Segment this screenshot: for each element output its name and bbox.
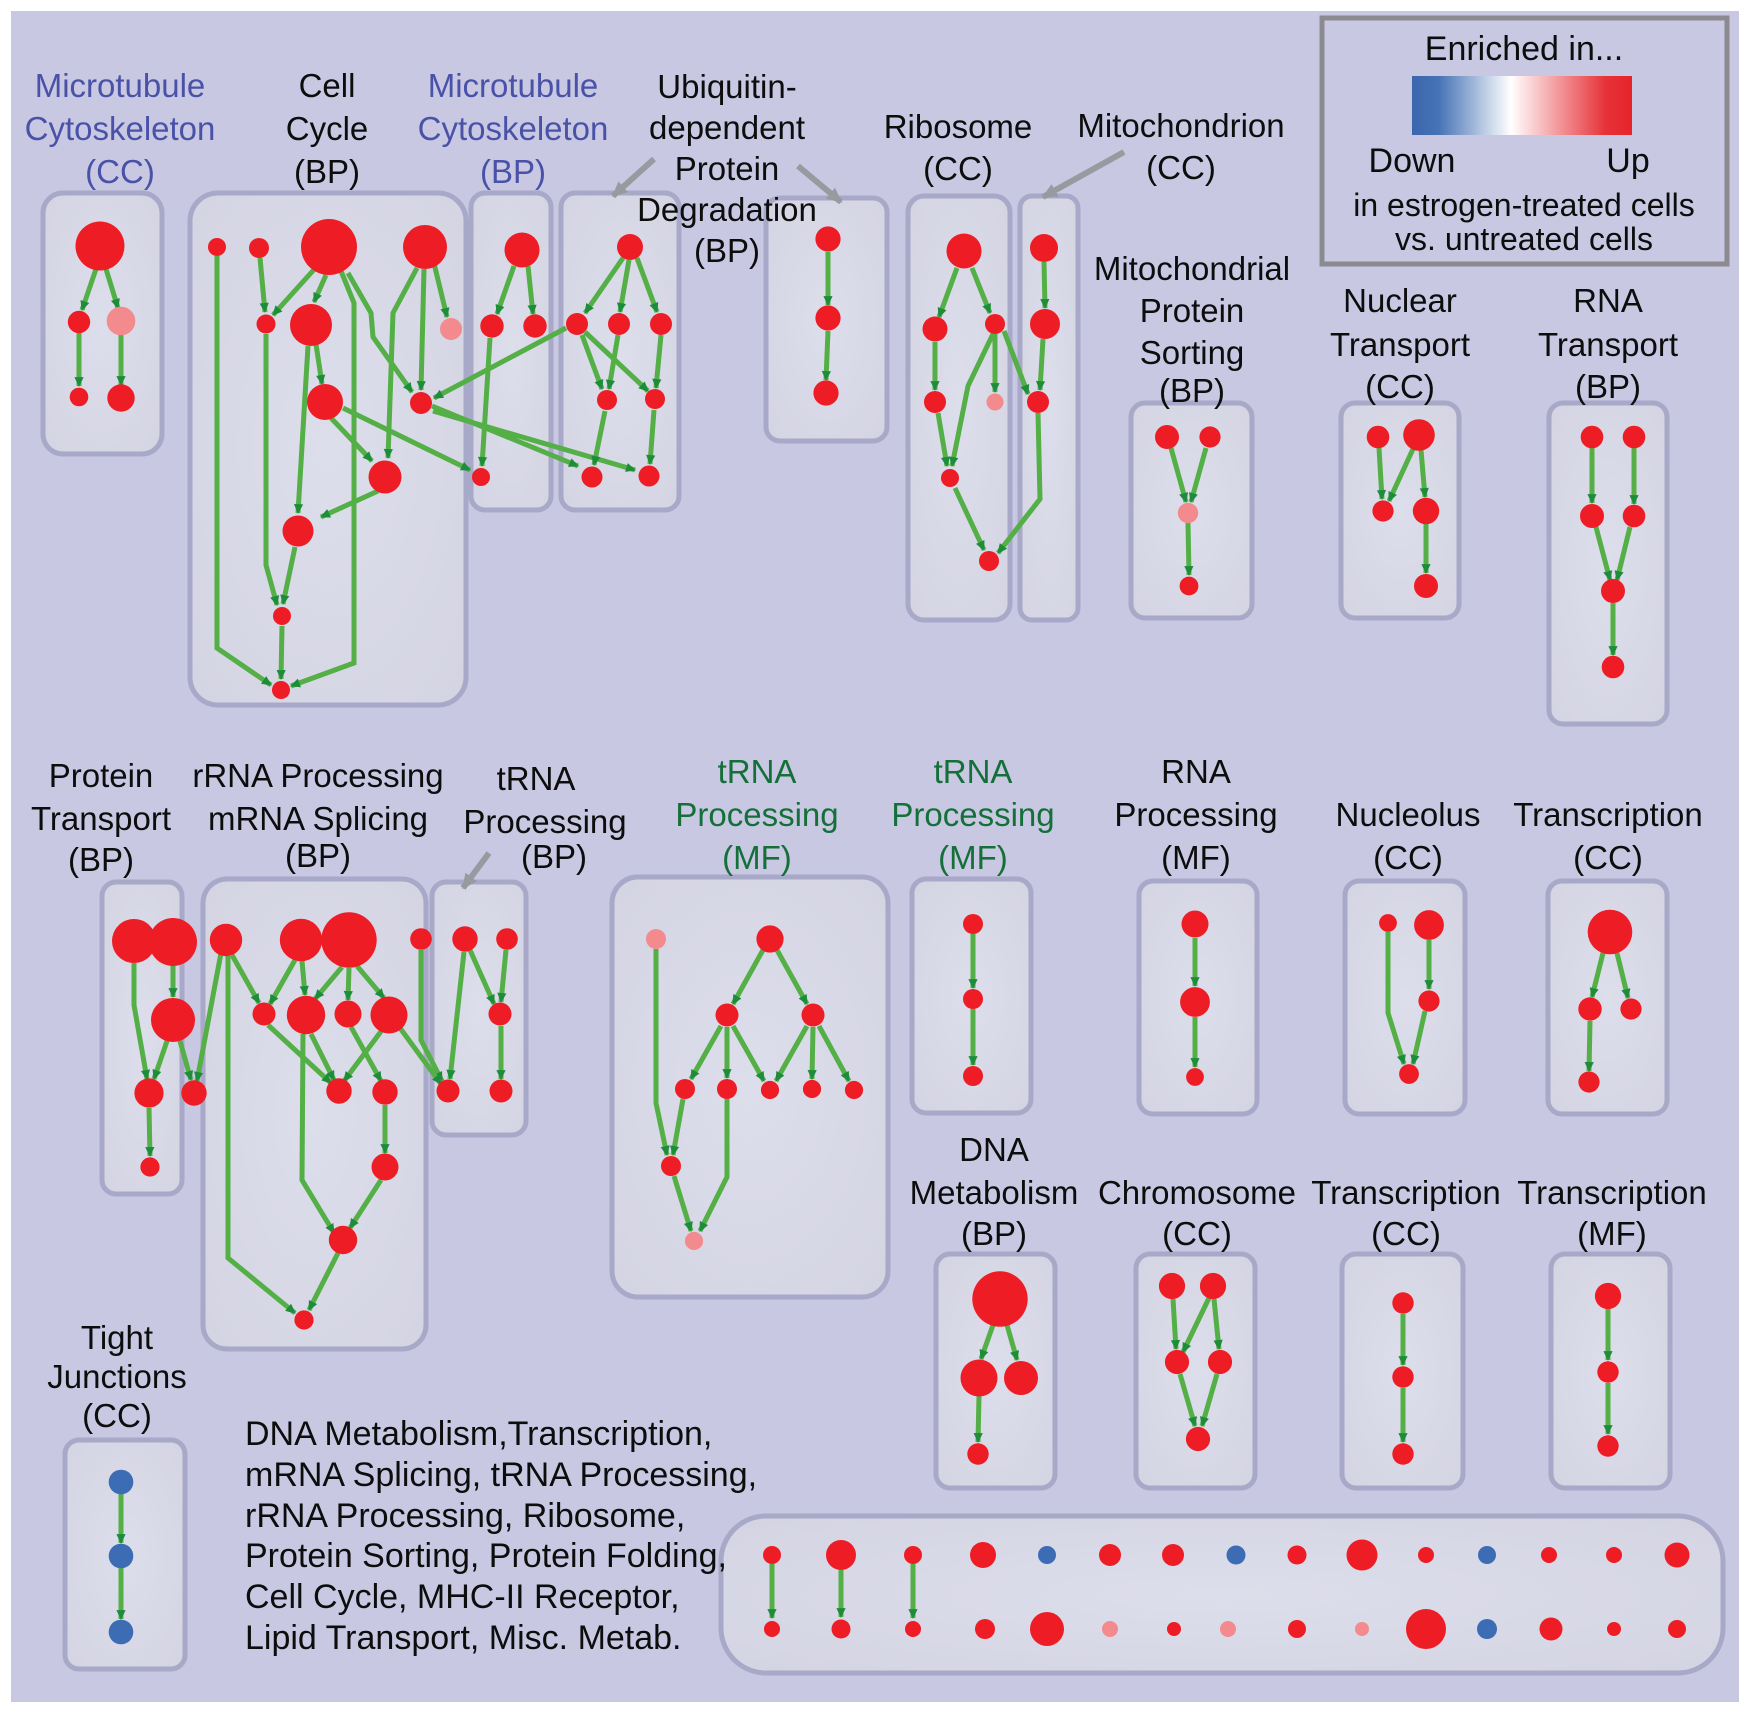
svg-text:Lipid Transport, Misc. Metab.: Lipid Transport, Misc. Metab. [245, 1619, 682, 1657]
svg-text:mRNA Splicing: mRNA Splicing [208, 800, 428, 837]
svg-text:(BP): (BP) [1575, 368, 1641, 405]
svg-text:Cytoskeleton: Cytoskeleton [418, 110, 609, 147]
svg-text:Junctions: Junctions [47, 1358, 186, 1395]
svg-text:Processing: Processing [675, 796, 838, 833]
svg-text:(BP): (BP) [694, 232, 760, 269]
svg-text:rRNA Processing: rRNA Processing [192, 757, 443, 794]
svg-text:Cytoskeleton: Cytoskeleton [25, 110, 216, 147]
svg-text:tRNA: tRNA [718, 753, 797, 790]
svg-text:(CC): (CC) [82, 1397, 152, 1434]
svg-text:Processing: Processing [891, 796, 1054, 833]
svg-text:Chromosome: Chromosome [1098, 1174, 1296, 1211]
svg-text:DNA: DNA [959, 1131, 1029, 1168]
svg-text:DNA Metabolism,Transcription,: DNA Metabolism,Transcription, [245, 1415, 712, 1453]
svg-text:(CC): (CC) [923, 150, 993, 187]
svg-text:(CC): (CC) [1573, 839, 1643, 876]
svg-text:Tight: Tight [81, 1319, 153, 1356]
svg-text:mRNA Splicing, tRNA Processing: mRNA Splicing, tRNA Processing, [245, 1456, 757, 1494]
svg-text:(BP): (BP) [1159, 372, 1225, 409]
svg-text:Degradation: Degradation [637, 191, 817, 228]
svg-text:Transport: Transport [1330, 326, 1470, 363]
svg-text:Cell Cycle, MHC-II Receptor,: Cell Cycle, MHC-II Receptor, [245, 1578, 680, 1616]
svg-text:Protein: Protein [49, 757, 154, 794]
svg-text:vs. untreated cells: vs. untreated cells [1395, 221, 1653, 257]
svg-text:(BP): (BP) [521, 838, 587, 875]
svg-text:Ribosome: Ribosome [884, 108, 1033, 145]
svg-text:(CC): (CC) [1162, 1215, 1232, 1252]
svg-text:(MF): (MF) [722, 839, 792, 876]
svg-text:dependent: dependent [649, 109, 805, 146]
svg-text:Protein: Protein [675, 150, 780, 187]
svg-text:(BP): (BP) [285, 837, 351, 874]
svg-text:Transcription: Transcription [1311, 1174, 1501, 1211]
svg-text:Enriched in...: Enriched in... [1425, 30, 1623, 68]
svg-text:(BP): (BP) [68, 841, 134, 878]
svg-text:Ubiquitin-: Ubiquitin- [657, 68, 796, 105]
svg-text:tRNA: tRNA [934, 753, 1013, 790]
svg-text:RNA: RNA [1573, 282, 1643, 319]
svg-text:Transcription: Transcription [1513, 796, 1703, 833]
svg-text:Processing: Processing [463, 803, 626, 840]
svg-text:Cell: Cell [299, 67, 356, 104]
svg-text:Microtubule: Microtubule [428, 67, 599, 104]
svg-text:Transport: Transport [1538, 326, 1678, 363]
svg-text:Sorting: Sorting [1140, 334, 1245, 371]
svg-text:(CC): (CC) [85, 153, 155, 190]
svg-text:rRNA Processing, Ribosome,: rRNA Processing, Ribosome, [245, 1497, 685, 1535]
svg-text:Transport: Transport [31, 800, 171, 837]
svg-text:(BP): (BP) [294, 153, 360, 190]
svg-text:RNA: RNA [1161, 753, 1231, 790]
svg-text:(MF): (MF) [938, 839, 1008, 876]
svg-text:Protein Sorting, Protein Foldi: Protein Sorting, Protein Folding, [245, 1537, 727, 1575]
svg-text:Mitochondrial: Mitochondrial [1094, 250, 1290, 287]
svg-text:(MF): (MF) [1577, 1215, 1647, 1252]
svg-text:(CC): (CC) [1371, 1215, 1441, 1252]
svg-text:Nucleolus: Nucleolus [1336, 796, 1481, 833]
svg-text:tRNA: tRNA [497, 760, 576, 797]
svg-text:Mitochondrion: Mitochondrion [1077, 107, 1284, 144]
svg-text:Processing: Processing [1114, 796, 1277, 833]
svg-text:(BP): (BP) [961, 1215, 1027, 1252]
svg-text:Microtubule: Microtubule [35, 67, 206, 104]
svg-text:Transcription: Transcription [1517, 1174, 1707, 1211]
svg-text:(BP): (BP) [480, 153, 546, 190]
svg-text:Cycle: Cycle [286, 110, 369, 147]
svg-text:(CC): (CC) [1365, 368, 1435, 405]
svg-text:(MF): (MF) [1161, 839, 1231, 876]
svg-text:(CC): (CC) [1373, 839, 1443, 876]
svg-text:Nuclear: Nuclear [1343, 282, 1457, 319]
svg-text:Up: Up [1606, 142, 1649, 180]
svg-text:Metabolism: Metabolism [910, 1174, 1079, 1211]
svg-text:in estrogen-treated cells: in estrogen-treated cells [1353, 187, 1695, 223]
svg-text:Protein: Protein [1140, 292, 1245, 329]
svg-text:Down: Down [1369, 142, 1456, 180]
svg-text:(CC): (CC) [1146, 149, 1216, 186]
